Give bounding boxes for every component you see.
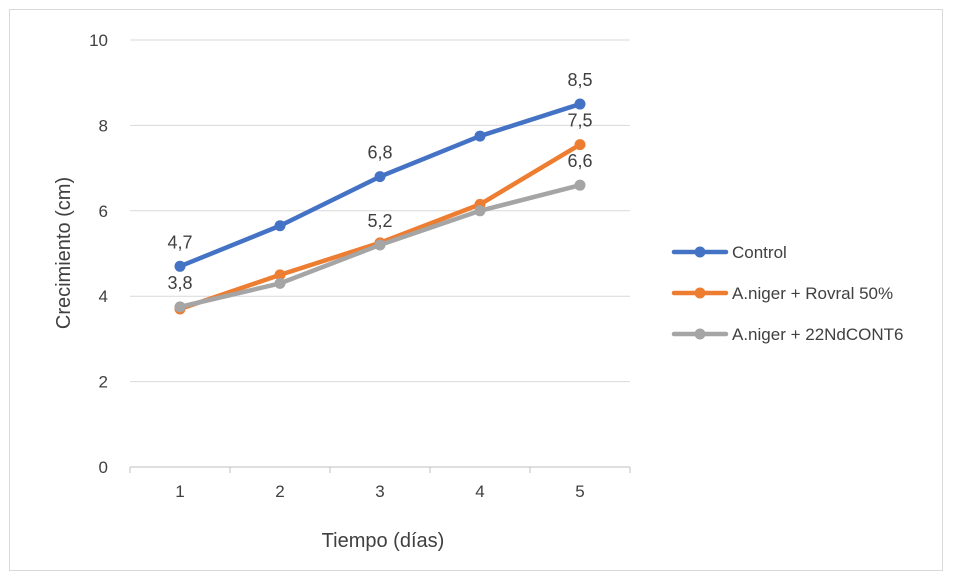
legend-marker (694, 328, 706, 340)
data-point (574, 179, 586, 191)
x-tick-label: 2 (275, 482, 284, 501)
x-tick-label: 3 (375, 482, 384, 501)
legend-marker (694, 287, 706, 299)
legend-item: A.niger + Rovral 50% (671, 284, 893, 303)
legend-marker (694, 246, 706, 258)
x-tick-label: 4 (475, 482, 484, 501)
chart-area (9, 9, 943, 571)
y-tick-label: 4 (99, 287, 108, 306)
y-axis-title: Crecimiento (cm) (53, 177, 75, 329)
data-point (374, 171, 386, 183)
data-point (174, 260, 186, 272)
x-tick-label: 1 (175, 482, 184, 501)
data-label: 6,8 (367, 143, 392, 163)
x-axis-title: Tiempo (días) (322, 530, 445, 552)
data-labels: 4,7 6,8 8,5 7,5 3,8 5,2 6,6 (167, 70, 592, 293)
data-label: 8,5 (567, 70, 592, 90)
data-point (374, 239, 386, 251)
data-point (474, 205, 486, 217)
series-lines (174, 98, 586, 315)
data-label: 4,7 (167, 232, 192, 252)
legend-label: A.niger + 22NdCONT6 (732, 325, 904, 344)
y-tick-label: 6 (99, 202, 108, 221)
data-point (174, 301, 186, 313)
series-1 (174, 98, 586, 272)
y-tick-label: 2 (99, 373, 108, 392)
legend-item: Control (671, 243, 787, 262)
data-point (274, 220, 286, 232)
data-point (474, 130, 486, 142)
legend-item: A.niger + 22NdCONT6 (671, 325, 904, 344)
data-point (574, 139, 586, 151)
data-point (274, 277, 286, 289)
legend: Control A.niger + Rovral 50% A.niger + 22N… (671, 243, 904, 344)
data-label: 7,5 (567, 111, 592, 131)
data-label: 5,2 (367, 211, 392, 231)
data-point (574, 98, 586, 110)
series-3 (174, 179, 586, 313)
legend-label: Control (732, 243, 787, 262)
legend-label: A.niger + Rovral 50% (732, 284, 893, 303)
y-tick-label: 0 (99, 458, 108, 477)
y-tick-label: 10 (89, 31, 108, 50)
data-label: 3,8 (167, 273, 192, 293)
data-point (274, 269, 286, 281)
data-label: 6,6 (567, 151, 592, 171)
x-tick-label: 5 (575, 482, 584, 501)
y-tick-label: 8 (99, 116, 108, 135)
